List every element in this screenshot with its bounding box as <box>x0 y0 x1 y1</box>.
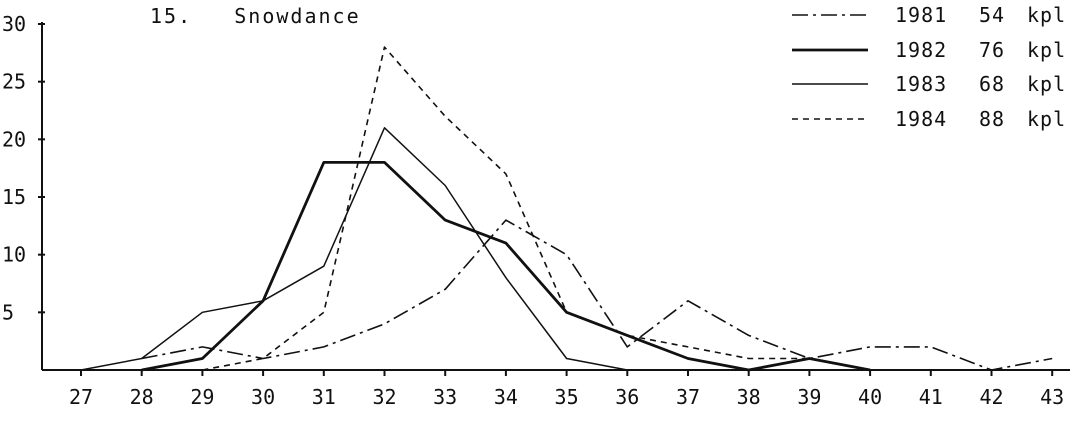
legend-count: 68 <box>979 72 1005 96</box>
x-tick-label: 38 <box>737 385 761 409</box>
series-line-1982 <box>141 160 871 372</box>
y-tick-label: 30 <box>2 12 26 36</box>
series-line-1984 <box>202 46 810 371</box>
legend: 1981 54 kpl 1982 76 kpl 1983 68 kpl 1984 88 kpl <box>792 3 1066 131</box>
legend-count: 76 <box>979 38 1005 62</box>
series-layer <box>80 46 1053 372</box>
x-tick-label: 28 <box>130 385 154 409</box>
legend-unit: kpl <box>1027 38 1066 62</box>
x-tick-label: 36 <box>615 385 639 409</box>
x-tick-label: 30 <box>251 385 275 409</box>
x-tick-label: 35 <box>555 385 579 409</box>
x-tick-label: 40 <box>858 385 882 409</box>
x-tick-label: 33 <box>433 385 457 409</box>
x-tick-label: 29 <box>190 385 214 409</box>
legend-unit: kpl <box>1027 72 1066 96</box>
series-line-1981 <box>141 219 1053 371</box>
legend-unit: kpl <box>1027 3 1066 27</box>
y-tick-label: 10 <box>2 243 26 267</box>
axes: 30 25 20 15 10 5 27 28 29 30 31 32 33 34 35 36 37 38 39 40 4… <box>2 12 1070 409</box>
y-tick-label: 25 <box>2 70 26 94</box>
legend-year: 1981 <box>895 3 947 27</box>
x-tick-label: 43 <box>1040 385 1064 409</box>
x-tick-label: 41 <box>919 385 943 409</box>
legend-count: 54 <box>979 3 1005 27</box>
legend-year: 1982 <box>895 38 947 62</box>
x-tick-label: 34 <box>494 385 518 409</box>
y-tick-label: 20 <box>2 127 26 151</box>
x-tick-label: 42 <box>979 385 1003 409</box>
x-tick-label: 37 <box>676 385 700 409</box>
x-tick-label: 39 <box>797 385 821 409</box>
x-tick-label: 32 <box>372 385 396 409</box>
legend-year: 1983 <box>895 72 947 96</box>
legend-count: 88 <box>979 107 1005 131</box>
legend-unit: kpl <box>1027 107 1066 131</box>
chart-title: 15. Snowdance <box>150 4 361 28</box>
series-line-1983 <box>80 127 628 371</box>
legend-year: 1984 <box>895 107 947 131</box>
x-tick-label: 27 <box>69 385 93 409</box>
y-tick-label: 15 <box>2 185 26 209</box>
y-tick-label: 5 <box>2 300 14 324</box>
x-tick-label: 31 <box>312 385 336 409</box>
